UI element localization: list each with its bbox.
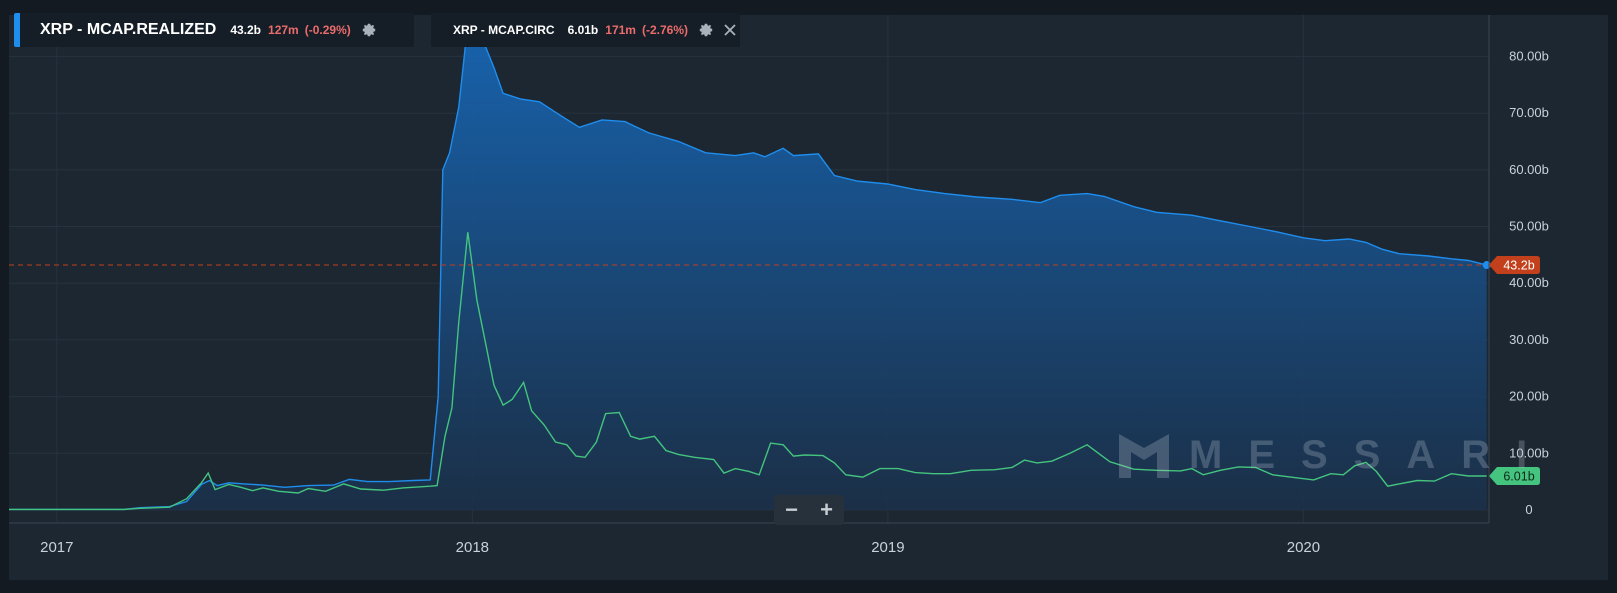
series-area-mcap-realized bbox=[9, 33, 1487, 510]
legend-item-mcap-circ[interactable]: XRP - MCAP.CIRC 6.01b 171m (-2.76%) bbox=[431, 13, 740, 47]
y-tick-label: 70.00b bbox=[1509, 105, 1549, 120]
messari-logo-icon bbox=[1119, 433, 1169, 478]
x-tick-label: 2018 bbox=[456, 539, 489, 556]
x-tick-label: 2017 bbox=[40, 539, 73, 556]
y-tick-label: 60.00b bbox=[1509, 162, 1549, 177]
zoom-out-button[interactable]: − bbox=[785, 497, 798, 522]
series-value: 43.2b bbox=[230, 23, 262, 37]
series-line-mcap-realized bbox=[9, 32, 1487, 511]
y-tick-label: 80.00b bbox=[1509, 48, 1549, 63]
y-tick-label: 20.00b bbox=[1509, 389, 1549, 404]
close-icon[interactable] bbox=[722, 22, 738, 38]
last-value-label: 6.01b bbox=[1503, 469, 1534, 483]
axis-layer: 0 10.00b 20.00b 30.00b 40.00b 50.00b 60.00b 70.… bbox=[9, 15, 1549, 556]
zoom-controls: − + bbox=[774, 495, 844, 525]
series-change-pct: (-0.29%) bbox=[304, 23, 351, 37]
messari-watermark: MESSARI bbox=[1119, 433, 1553, 478]
area-layer bbox=[9, 33, 1487, 510]
gear-icon[interactable] bbox=[698, 22, 714, 38]
series-change: 127m bbox=[268, 23, 299, 37]
chart-canvas[interactable]: 43.2b 6.01b 0 10.00b 20.00b 30.00b 40.00b 50.0… bbox=[9, 15, 1608, 580]
gear-icon[interactable] bbox=[361, 22, 377, 38]
series-line-mcap-circ bbox=[9, 232, 1487, 511]
y-tick-label: 0 bbox=[1525, 502, 1532, 517]
last-value-label: 43.2b bbox=[1503, 259, 1534, 273]
zoom-in-button[interactable]: + bbox=[820, 497, 833, 522]
y-tick-label: 50.00b bbox=[1509, 219, 1549, 234]
price-line-layer: 43.2b 6.01b bbox=[9, 256, 1540, 485]
watermark-text: MESSARI bbox=[1189, 433, 1554, 477]
series-name: XRP - MCAP.REALIZED bbox=[40, 21, 217, 38]
series-name: XRP - MCAP.CIRC bbox=[453, 23, 555, 37]
y-tick-label: 10.00b bbox=[1509, 445, 1549, 460]
x-tick-label: 2019 bbox=[871, 539, 904, 556]
x-tick-label: 2020 bbox=[1287, 539, 1320, 556]
series-change: 171m bbox=[605, 23, 636, 37]
y-tick-label: 30.00b bbox=[1509, 332, 1549, 347]
series-color-swatch bbox=[14, 13, 20, 47]
last-value-badge-circ bbox=[1489, 466, 1540, 485]
series-change-pct: (-2.76%) bbox=[641, 23, 688, 37]
y-tick-label: 40.00b bbox=[1509, 275, 1549, 290]
chart-panel: 43.2b 6.01b 0 10.00b 20.00b 30.00b 40.00b 50.0… bbox=[9, 15, 1608, 580]
legend-item-mcap-realized[interactable]: XRP - MCAP.REALIZED 43.2b 127m (-0.29%) bbox=[14, 13, 414, 47]
line-layer bbox=[9, 32, 1487, 511]
series-value: 6.01b bbox=[567, 23, 599, 37]
last-value-badge-realized bbox=[1489, 256, 1540, 275]
